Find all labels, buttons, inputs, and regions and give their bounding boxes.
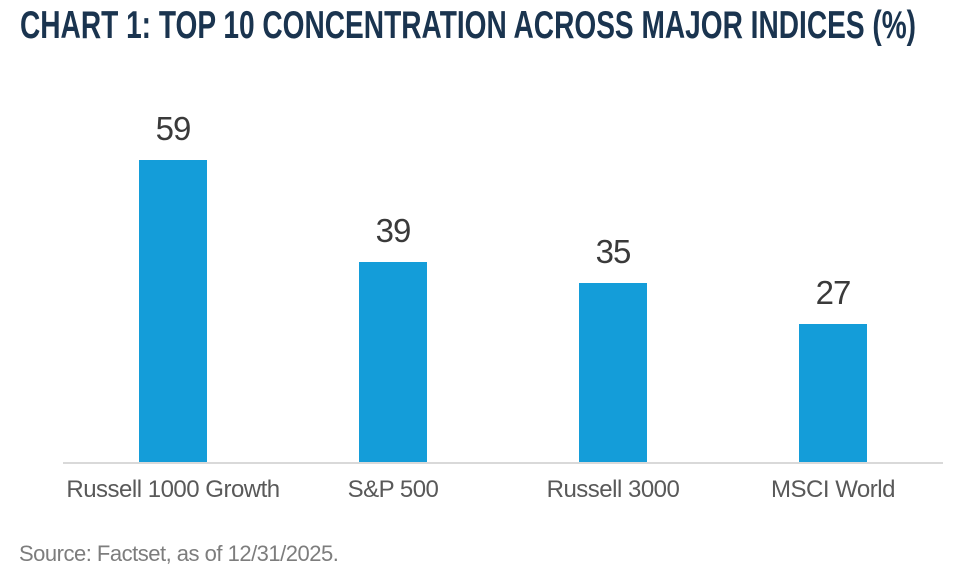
category-label: Russell 1000 Growth — [66, 476, 280, 503]
bar — [799, 324, 867, 462]
category-label: S&P 500 — [347, 476, 439, 503]
bar-group: 39 — [283, 0, 503, 462]
chart-title: CHART 1: TOP 10 CONCENTRATION ACROSS MAJ… — [20, 4, 917, 47]
source-note: Source: Factset, as of 12/31/2025. — [19, 541, 339, 566]
bar-group: 59 — [63, 0, 283, 462]
bar — [579, 283, 647, 462]
bar-group: 27 — [723, 0, 943, 462]
plot-area: 59 39 35 27 — [63, 0, 943, 464]
bar-value-label: 27 — [815, 274, 852, 311]
bar — [359, 262, 427, 462]
x-axis-labels: Russell 1000 Growth S&P 500 Russell 3000 MS… — [63, 476, 943, 504]
bar-value-label: 59 — [155, 110, 192, 147]
bar-value-label: 35 — [595, 233, 632, 270]
bar — [139, 160, 207, 462]
category-label: MSCI World — [771, 476, 895, 503]
bar-group: 35 — [503, 0, 723, 462]
category-label: Russell 3000 — [546, 476, 680, 503]
bar-value-label: 39 — [375, 212, 412, 249]
